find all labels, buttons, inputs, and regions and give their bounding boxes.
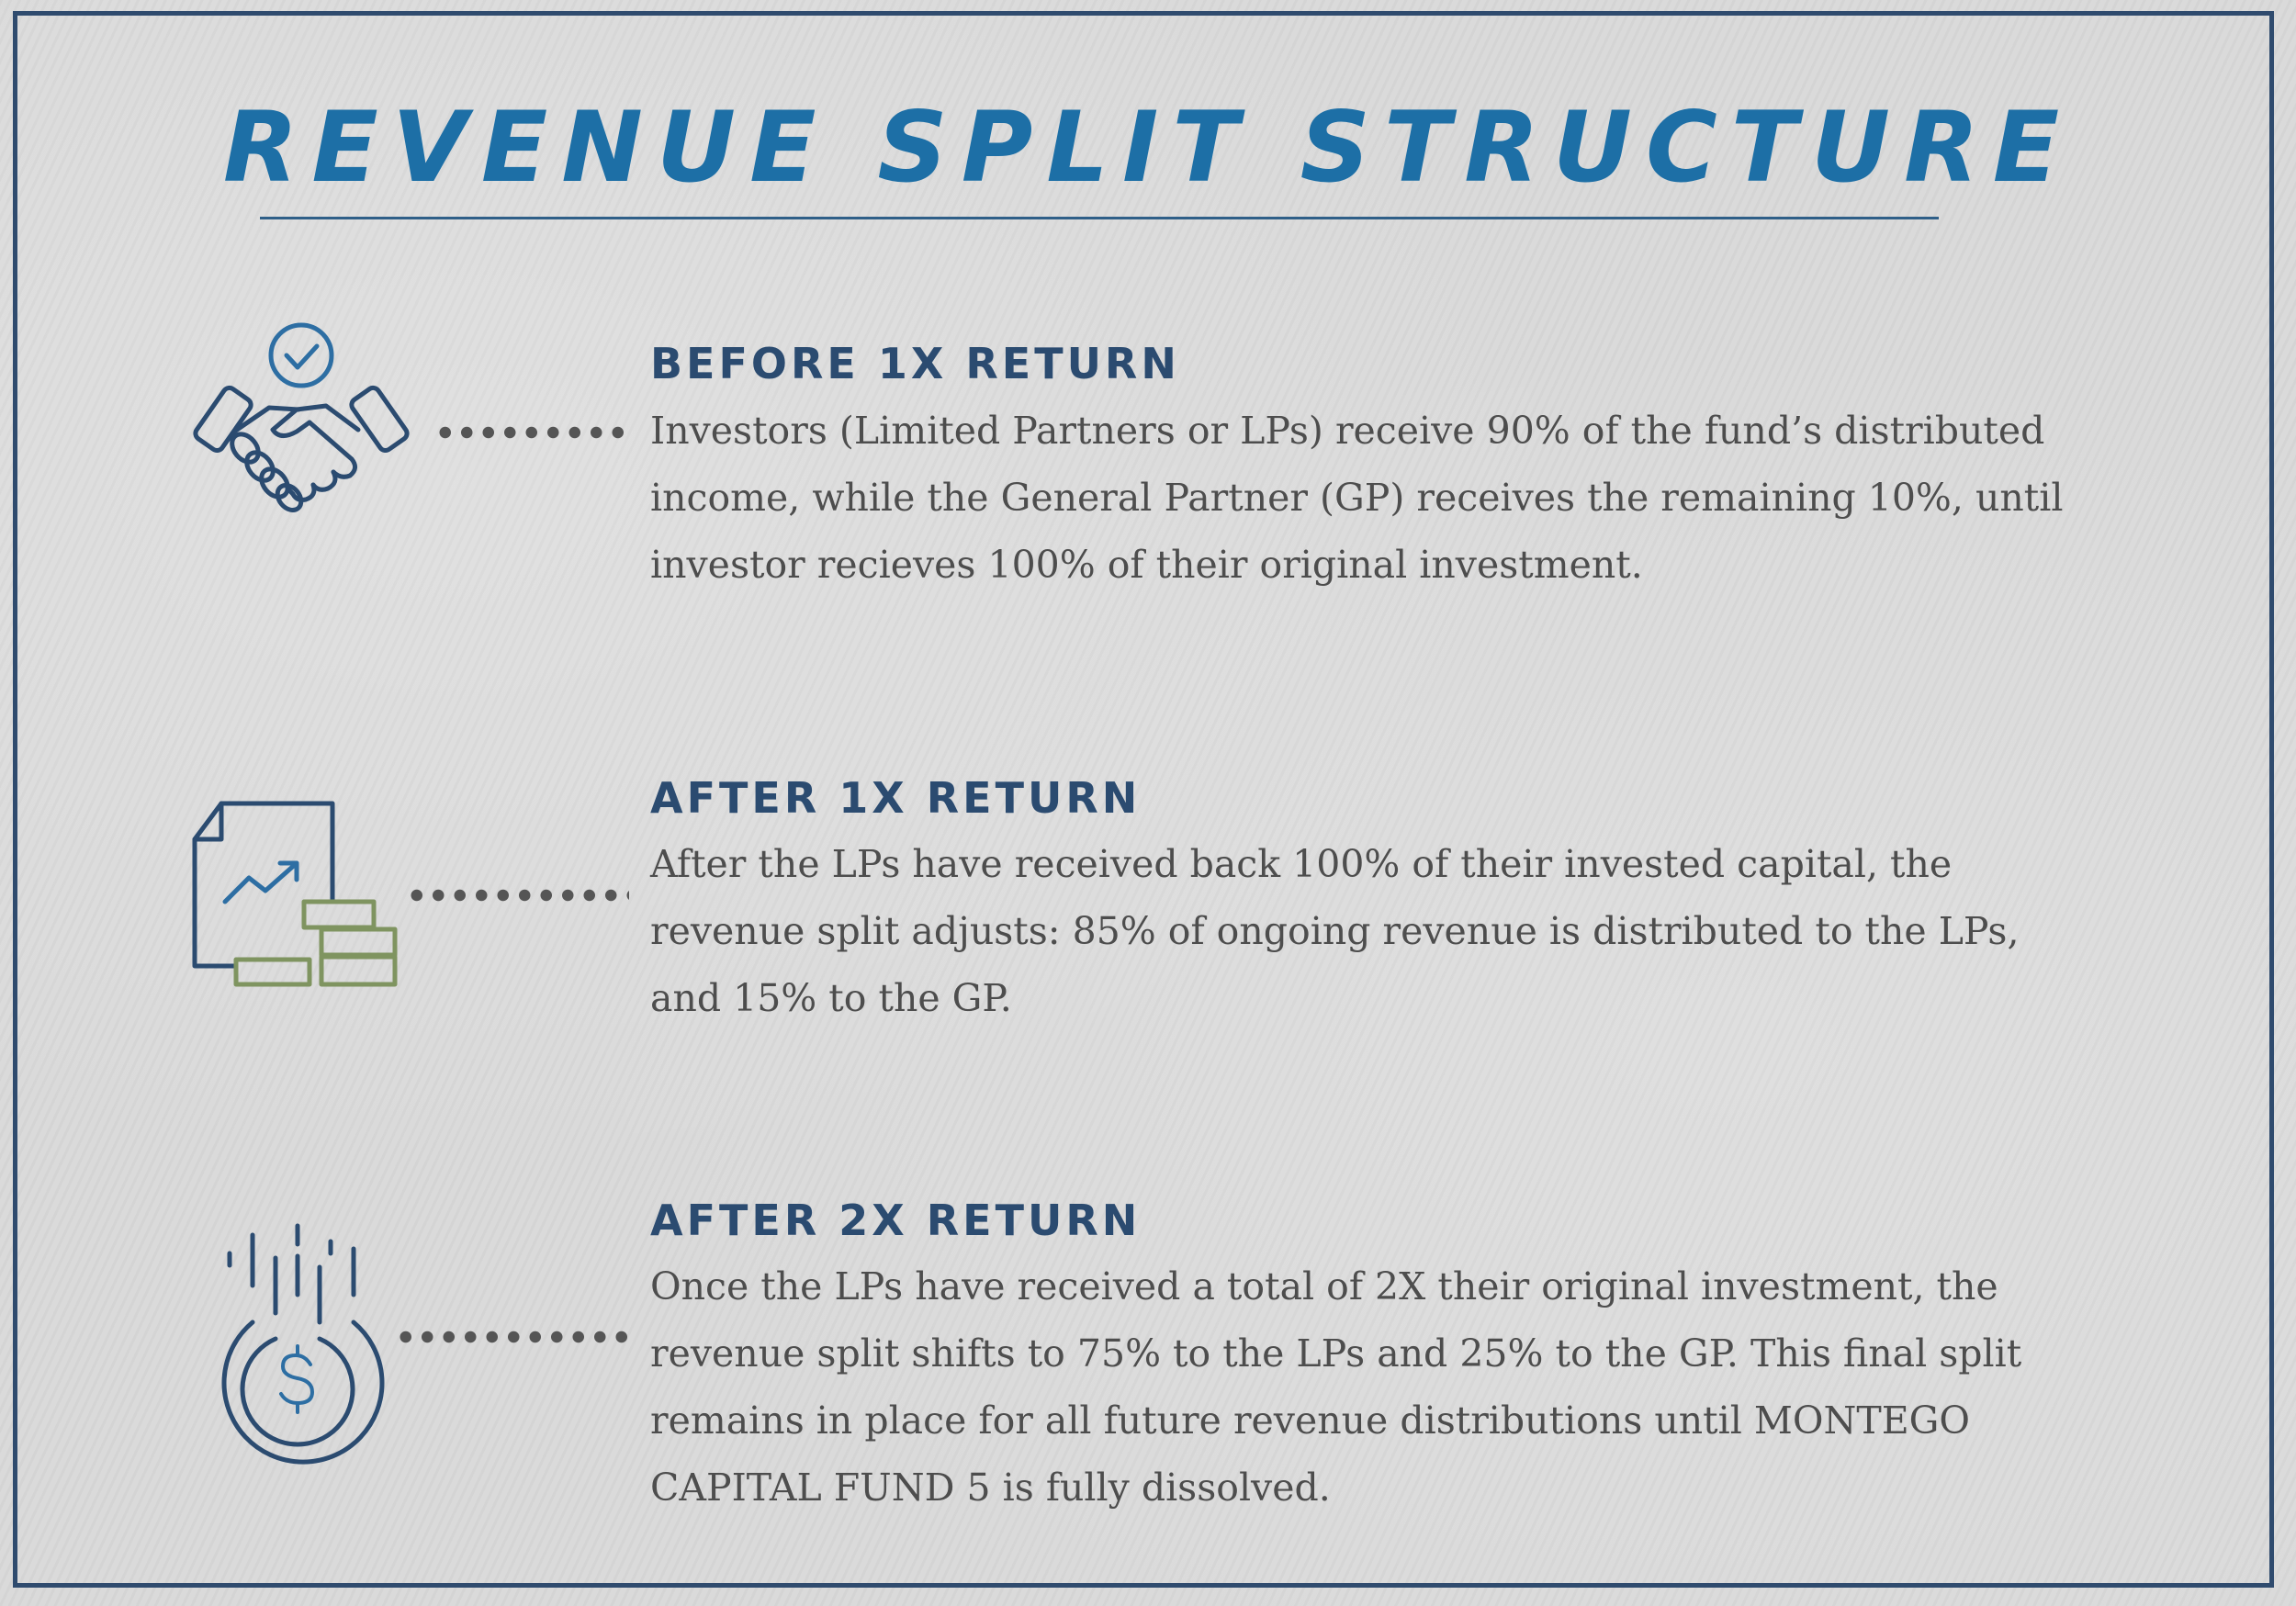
section-heading-after-1x: AFTER 1X RETURN: [650, 773, 1142, 823]
section-heading-before-1x: BEFORE 1X RETURN: [650, 339, 1180, 388]
title-underline: [260, 217, 1939, 219]
section-heading-after-2x: AFTER 2X RETURN: [650, 1196, 1142, 1245]
document-growth-chart-icon: [192, 801, 398, 987]
section-body-before-1x: Investors (Limited Partners or LPs) rece…: [650, 409, 2064, 587]
page-title: REVENUE SPLIT STRUCTURE: [222, 91, 2074, 204]
falling-dollar-coin-icon: [221, 1223, 385, 1465]
connector-dots: [395, 1331, 629, 1343]
handshake-check-icon: [193, 322, 410, 512]
section-body-after-1x: After the LPs have received back 100% of…: [650, 842, 2020, 1020]
connector-dots: [406, 889, 629, 902]
page-frame: [13, 11, 2274, 1588]
section-body-after-2x: Once the LPs have received a total of 2X…: [650, 1264, 2022, 1510]
connector-dots: [434, 426, 629, 439]
